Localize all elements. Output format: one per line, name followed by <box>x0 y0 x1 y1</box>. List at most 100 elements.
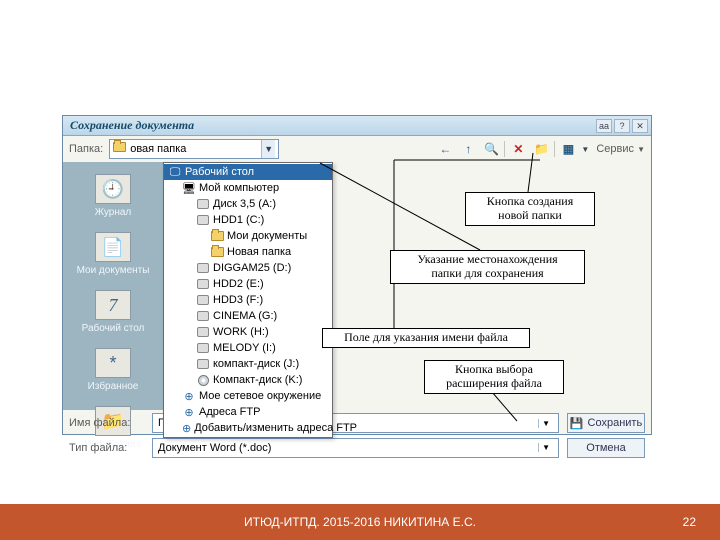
disk-icon <box>196 294 210 307</box>
sidebar-item-label: Избранное <box>88 381 139 392</box>
disk-icon <box>196 342 210 355</box>
folder-icon <box>210 246 224 259</box>
new-folder-icon[interactable]: 📁 <box>531 140 551 158</box>
views-icon[interactable]: ▦ <box>558 140 578 158</box>
chevron-down-icon[interactable]: ▼ <box>538 443 553 452</box>
net-icon: ⊕ <box>182 422 191 435</box>
callout-filetype: Кнопка выбора расширения файла <box>424 360 564 394</box>
disk-icon <box>196 358 210 371</box>
views-chevron-icon[interactable]: ▼ <box>581 145 589 154</box>
disk-icon <box>196 310 210 323</box>
filetype-row: Тип файла: Документ Word (*.doc)▼ Отмена <box>63 436 651 462</box>
tree-node-label: Компакт-диск (K:) <box>213 374 302 386</box>
tree-node-label: Мое сетевое окружение <box>199 390 321 402</box>
chevron-down-icon[interactable]: ▼ <box>538 419 553 428</box>
tree-node[interactable]: Компакт-диск (K:) <box>164 372 332 388</box>
tree-node[interactable]: ⊕Адреса FTP <box>164 404 332 420</box>
disk-icon <box>196 198 210 211</box>
filetype-label: Тип файла: <box>69 442 144 454</box>
cd-icon <box>196 374 210 387</box>
desktop-icon: 🖵 <box>168 166 182 179</box>
sidebar-item-desktop[interactable]: 7 Рабочий стол <box>63 284 163 340</box>
tree-node-label: Рабочий стол <box>185 166 254 178</box>
cancel-button[interactable]: Отмена <box>567 438 645 458</box>
documents-icon: 📄 <box>95 232 131 262</box>
sidebar-item-favorites[interactable]: * Избранное <box>63 342 163 398</box>
folder-icon <box>210 230 224 243</box>
tree-node[interactable]: компакт-диск (J:) <box>164 356 332 372</box>
disk-icon <box>196 278 210 291</box>
tree-node[interactable]: Мои документы <box>164 228 332 244</box>
tree-node-label: DIGGAM25 (D:) <box>213 262 291 274</box>
favorites-icon: * <box>95 348 131 378</box>
tree-node[interactable]: 🖵Рабочий стол <box>164 164 332 180</box>
tree-node[interactable]: ⊕Мое сетевое окружение <box>164 388 332 404</box>
window-controls: aa ? ✕ <box>596 119 648 133</box>
mycomp-icon: 🖥 <box>182 182 196 195</box>
tree-node[interactable]: HDD2 (E:) <box>164 276 332 292</box>
help-button[interactable]: aa <box>596 119 612 133</box>
back-icon[interactable]: ← <box>435 140 455 158</box>
titlebar: Сохранение документа aa ? ✕ <box>63 116 651 136</box>
tree-node[interactable]: MELODY (I:) <box>164 340 332 356</box>
callout-folder-location: Указание местонахождения папки для сохра… <box>390 250 585 284</box>
chevron-down-icon[interactable]: ▼ <box>261 140 275 158</box>
tree-node[interactable]: Новая папка <box>164 244 332 260</box>
tree-node[interactable]: 🖥Мой компьютер <box>164 180 332 196</box>
folder-combo[interactable]: овая папка ▼ <box>109 139 279 159</box>
tree-node[interactable]: DIGGAM25 (D:) <box>164 260 332 276</box>
tree-node-label: Мои документы <box>227 230 307 242</box>
save-icon: 💾 <box>570 417 584 430</box>
toolbar-icons: ← ↑ 🔍 ✕ 📁 ▦ ▼ Сервис ▼ <box>435 140 645 158</box>
help-icon-button[interactable]: ? <box>614 119 630 133</box>
tree-node-label: Добавить/изменить адреса FTP <box>194 422 357 434</box>
sidebar-item-label: Мои документы <box>77 265 150 276</box>
net-icon: ⊕ <box>182 406 196 419</box>
sidebar-item-mydocs[interactable]: 📄 Мои документы <box>63 226 163 282</box>
tree-node[interactable]: Диск 3,5 (A:) <box>164 196 332 212</box>
delete-icon[interactable]: ✕ <box>508 140 528 158</box>
tree-node-label: MELODY (I:) <box>213 342 276 354</box>
filetype-combo[interactable]: Документ Word (*.doc)▼ <box>152 438 559 458</box>
folder-dropdown: 🖵Рабочий стол🖥Мой компьютерДиск 3,5 (A:)… <box>163 162 333 438</box>
slide-footer: ИТЮД-ИТПД. 2015-2016 НИКИТИНА Е.С. 22 <box>0 504 720 540</box>
tree-node[interactable]: HDD1 (C:) <box>164 212 332 228</box>
tree-node[interactable]: HDD3 (F:) <box>164 292 332 308</box>
net-icon: ⊕ <box>182 390 196 403</box>
slide-footer-text: ИТЮД-ИТПД. 2015-2016 НИКИТИНА Е.С. <box>0 515 720 529</box>
folder-combo-text: овая папка <box>130 143 261 155</box>
desktop-icon: 7 <box>95 290 131 320</box>
window-title: Сохранение документа <box>66 118 194 133</box>
callout-new-folder: Кнопка создания новой папки <box>465 192 595 226</box>
sidebar-item-label: Рабочий стол <box>82 323 145 334</box>
tree-node-label: CINEMA (G:) <box>213 310 277 322</box>
tree-node[interactable]: CINEMA (G:) <box>164 308 332 324</box>
disk-icon <box>196 214 210 227</box>
tree-node-label: Новая папка <box>227 246 291 258</box>
tree-node-label: Мой компьютер <box>199 182 279 194</box>
up-icon[interactable]: ↑ <box>458 140 478 158</box>
tree-node-label: HDD2 (E:) <box>213 278 264 290</box>
close-button[interactable]: ✕ <box>632 119 648 133</box>
tree-node[interactable]: ⊕Добавить/изменить адреса FTP <box>164 420 332 436</box>
disk-icon <box>196 262 210 275</box>
tree-node-label: HDD3 (F:) <box>213 294 263 306</box>
tree-node-label: Диск 3,5 (A:) <box>213 198 276 210</box>
folder-icon <box>113 142 127 156</box>
callout-filename-field: Поле для указания имени файла <box>322 328 530 348</box>
filename-label: Имя файла: <box>69 417 144 429</box>
tree-node-label: HDD1 (C:) <box>213 214 264 226</box>
save-button[interactable]: 💾Сохранить <box>567 413 645 433</box>
tree-node-label: WORK (H:) <box>213 326 269 338</box>
tree-node[interactable]: WORK (H:) <box>164 324 332 340</box>
service-label[interactable]: Сервис ▼ <box>596 143 645 155</box>
sidebar-item-journal[interactable]: 🕘Журнал <box>63 168 163 224</box>
places-sidebar: 🕘Журнал 📄 Мои документы 7 Рабочий стол * Из… <box>63 162 163 410</box>
folder-label: Папка: <box>69 143 103 155</box>
search-icon[interactable]: 🔍 <box>481 140 501 158</box>
disk-icon <box>196 326 210 339</box>
slide-number: 22 <box>683 515 696 529</box>
tree-node-label: компакт-диск (J:) <box>213 358 299 370</box>
tree-node-label: Адреса FTP <box>199 406 260 418</box>
toolbar: Папка: овая папка ▼ ← ↑ 🔍 ✕ 📁 ▦ ▼ Сервис… <box>63 136 651 162</box>
